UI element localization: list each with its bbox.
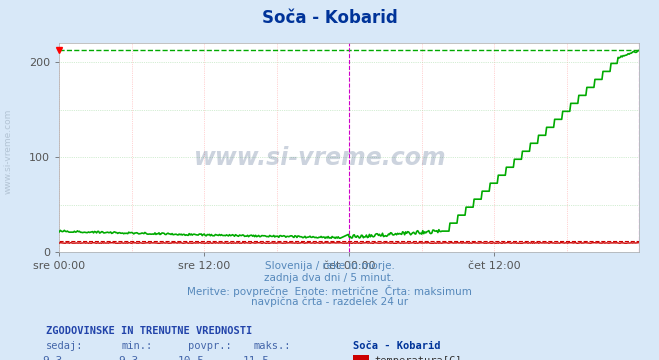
Text: 9,3: 9,3 [118, 356, 138, 360]
Text: navpična črta - razdelek 24 ur: navpična črta - razdelek 24 ur [251, 297, 408, 307]
Text: www.si-vreme.com: www.si-vreme.com [194, 146, 447, 170]
Text: Meritve: povprečne  Enote: metrične  Črta: maksimum: Meritve: povprečne Enote: metrične Črta:… [187, 285, 472, 297]
Text: Soča - Kobarid: Soča - Kobarid [353, 341, 440, 351]
Text: ZGODOVINSKE IN TRENUTNE VREDNOSTI: ZGODOVINSKE IN TRENUTNE VREDNOSTI [46, 326, 252, 336]
Text: 9,3: 9,3 [42, 356, 63, 360]
Text: maks.:: maks.: [254, 341, 291, 351]
Text: 11,5: 11,5 [243, 356, 270, 360]
Text: Soča - Kobarid: Soča - Kobarid [262, 9, 397, 27]
Text: min.:: min.: [122, 341, 153, 351]
Text: sedaj:: sedaj: [46, 341, 84, 351]
Text: Slovenija / reke in morje.: Slovenija / reke in morje. [264, 261, 395, 271]
Text: www.si-vreme.com: www.si-vreme.com [3, 108, 13, 194]
Text: zadnja dva dni / 5 minut.: zadnja dva dni / 5 minut. [264, 273, 395, 283]
Text: temperatura[C]: temperatura[C] [374, 356, 462, 360]
Text: povpr.:: povpr.: [188, 341, 231, 351]
Text: 10,5: 10,5 [177, 356, 204, 360]
